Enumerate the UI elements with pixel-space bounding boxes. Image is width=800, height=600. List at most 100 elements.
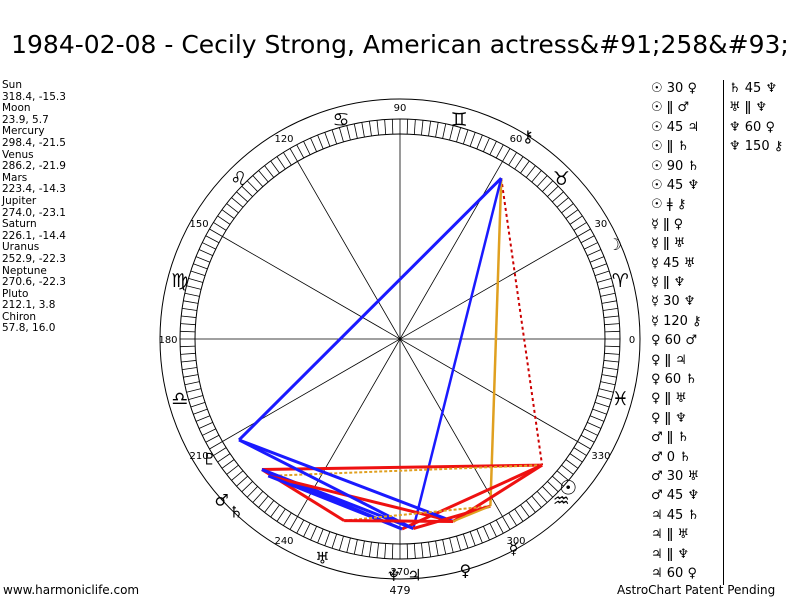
degree-label: 300 bbox=[506, 536, 525, 547]
degree-tick bbox=[428, 121, 432, 137]
degree-tick bbox=[442, 539, 447, 555]
degree-tick bbox=[324, 132, 331, 147]
degree-label: 240 bbox=[274, 536, 293, 547]
degree-tick bbox=[514, 156, 524, 170]
degree-tick bbox=[283, 512, 292, 526]
planet-value-moon: 23.9, 5.7 bbox=[2, 113, 49, 126]
degree-tick bbox=[391, 543, 394, 559]
degree-tick bbox=[296, 519, 305, 534]
saturn-icon: ♄ bbox=[229, 503, 243, 522]
degree-tick bbox=[338, 535, 344, 551]
degree-tick bbox=[600, 381, 616, 386]
aspect-entry: ☿ 30 ♆ bbox=[651, 294, 696, 310]
degree-tick bbox=[565, 459, 579, 469]
degree-tick bbox=[462, 533, 469, 549]
degree-tick bbox=[180, 352, 196, 355]
aspect-line-chiron-jupiter bbox=[412, 177, 503, 529]
planet-name-venus: Venus bbox=[2, 148, 34, 161]
degree-tick bbox=[596, 395, 612, 401]
degree-tick bbox=[600, 292, 616, 297]
aspect-entry: ♂ ǁ ♄ bbox=[651, 430, 689, 446]
degree-tick bbox=[556, 197, 569, 208]
degree-tick bbox=[368, 121, 372, 137]
degree-tick bbox=[495, 519, 504, 534]
degree-label: 150 bbox=[190, 219, 209, 230]
degree-tick bbox=[449, 125, 454, 141]
degree-tick bbox=[604, 330, 620, 333]
degree-tick bbox=[202, 428, 216, 436]
aspect-grid: ☉ 30 ♀ ☉ ǁ ♂ ☉ 45 ♃ ☉ ǁ ♄ ☉ 90 ♄ ☉ 45 ♆ ☉ ǂ ⚷ ☿… bbox=[651, 80, 797, 590]
planet-value-jupiter: 274.0, -23.1 bbox=[2, 206, 66, 219]
degree-tick bbox=[217, 453, 231, 463]
degree-tick bbox=[331, 533, 338, 549]
degree-tick bbox=[181, 315, 197, 318]
degree-tick bbox=[589, 256, 605, 263]
degree-tick bbox=[353, 123, 358, 139]
degree-tick bbox=[184, 381, 200, 386]
aspect-grid-divider bbox=[723, 80, 724, 585]
mars-icon: ♂ bbox=[214, 491, 228, 510]
degree-tick bbox=[190, 401, 206, 408]
degree-label: 210 bbox=[190, 451, 209, 462]
planet-value-pluto: 212.1, 3.8 bbox=[2, 299, 56, 312]
degree-tick bbox=[221, 459, 235, 469]
chart-title: 1984-02-08 - Cecily Strong, American act… bbox=[11, 30, 789, 59]
aspect-entry: ♂ 45 ♆ bbox=[651, 488, 700, 504]
degree-tick bbox=[209, 441, 223, 450]
degree-tick bbox=[296, 144, 305, 159]
planet-value-chiron: 57.8, 16.0 bbox=[2, 322, 56, 335]
degree-tick bbox=[188, 395, 204, 401]
degree-tick bbox=[264, 165, 275, 178]
degree-tick bbox=[469, 132, 476, 147]
degree-tick bbox=[469, 531, 476, 546]
wheel-labels: 0 30 60 90 120 150 180 210 240 270 300 330 479 ♈ ♉ ♊ ♋ ♌ ♍… bbox=[158, 103, 635, 597]
aspect-entry: ☿ ǁ ♅ bbox=[651, 236, 686, 252]
degree-tick bbox=[346, 125, 351, 141]
degree-tick bbox=[483, 137, 490, 152]
degree-tick bbox=[186, 388, 202, 393]
degree-tick bbox=[361, 540, 365, 556]
degree-tick bbox=[514, 508, 524, 522]
aspect-entry: ☿ ǁ ♀ bbox=[651, 216, 684, 232]
chiron-icon: ⚷ bbox=[522, 127, 534, 146]
degree-tick bbox=[573, 222, 587, 231]
degree-label: 270 bbox=[390, 567, 409, 578]
uranus-icon: ♅ bbox=[315, 549, 329, 568]
venus-icon: ♀ bbox=[459, 561, 471, 580]
aspect-line-mercury-jupiter bbox=[412, 504, 491, 530]
aspect-entry: ♀ ǁ ♅ bbox=[651, 391, 687, 407]
degree-tick bbox=[217, 215, 231, 225]
degree-tick bbox=[226, 203, 239, 214]
degree-label: 90 bbox=[394, 103, 407, 114]
planet-value-mercury: 298.4, -21.5 bbox=[2, 136, 66, 149]
degree-tick bbox=[603, 360, 619, 363]
degree-tick bbox=[184, 292, 200, 297]
degree-tick bbox=[376, 120, 379, 136]
degree-tick bbox=[205, 434, 220, 443]
degree-tick bbox=[552, 191, 564, 203]
aspect-entry: ☉ ǂ ⚷ bbox=[651, 197, 687, 213]
degree-tick bbox=[183, 374, 199, 378]
aspect-entry: ♅ ǁ ♆ bbox=[729, 100, 767, 116]
sector-spoke bbox=[222, 236, 578, 442]
aspect-entry: ☿ 120 ⚷ bbox=[651, 313, 702, 329]
degree-tick bbox=[421, 542, 424, 558]
degree-tick bbox=[495, 144, 504, 159]
planet-name-jupiter: Jupiter bbox=[2, 194, 37, 207]
degree-tick bbox=[531, 170, 542, 183]
pisces-sign-icon: ♓ bbox=[612, 388, 629, 410]
degree-tick bbox=[536, 175, 548, 187]
degree-tick bbox=[193, 408, 208, 415]
degree-tick bbox=[188, 277, 204, 283]
degree-tick bbox=[181, 360, 197, 363]
degree-tick bbox=[594, 401, 610, 408]
degree-label-extra: 479 bbox=[390, 584, 411, 597]
degree-tick bbox=[508, 512, 517, 526]
aspect-entry: ♆ 150 ⚷ bbox=[729, 139, 784, 155]
degree-tick bbox=[598, 285, 614, 290]
degree-tick bbox=[483, 526, 490, 541]
aspect-entry: ♆ 60 ♀ bbox=[729, 119, 775, 135]
degree-tick bbox=[236, 475, 248, 487]
degree-tick bbox=[569, 453, 583, 463]
degree-tick bbox=[580, 434, 595, 443]
